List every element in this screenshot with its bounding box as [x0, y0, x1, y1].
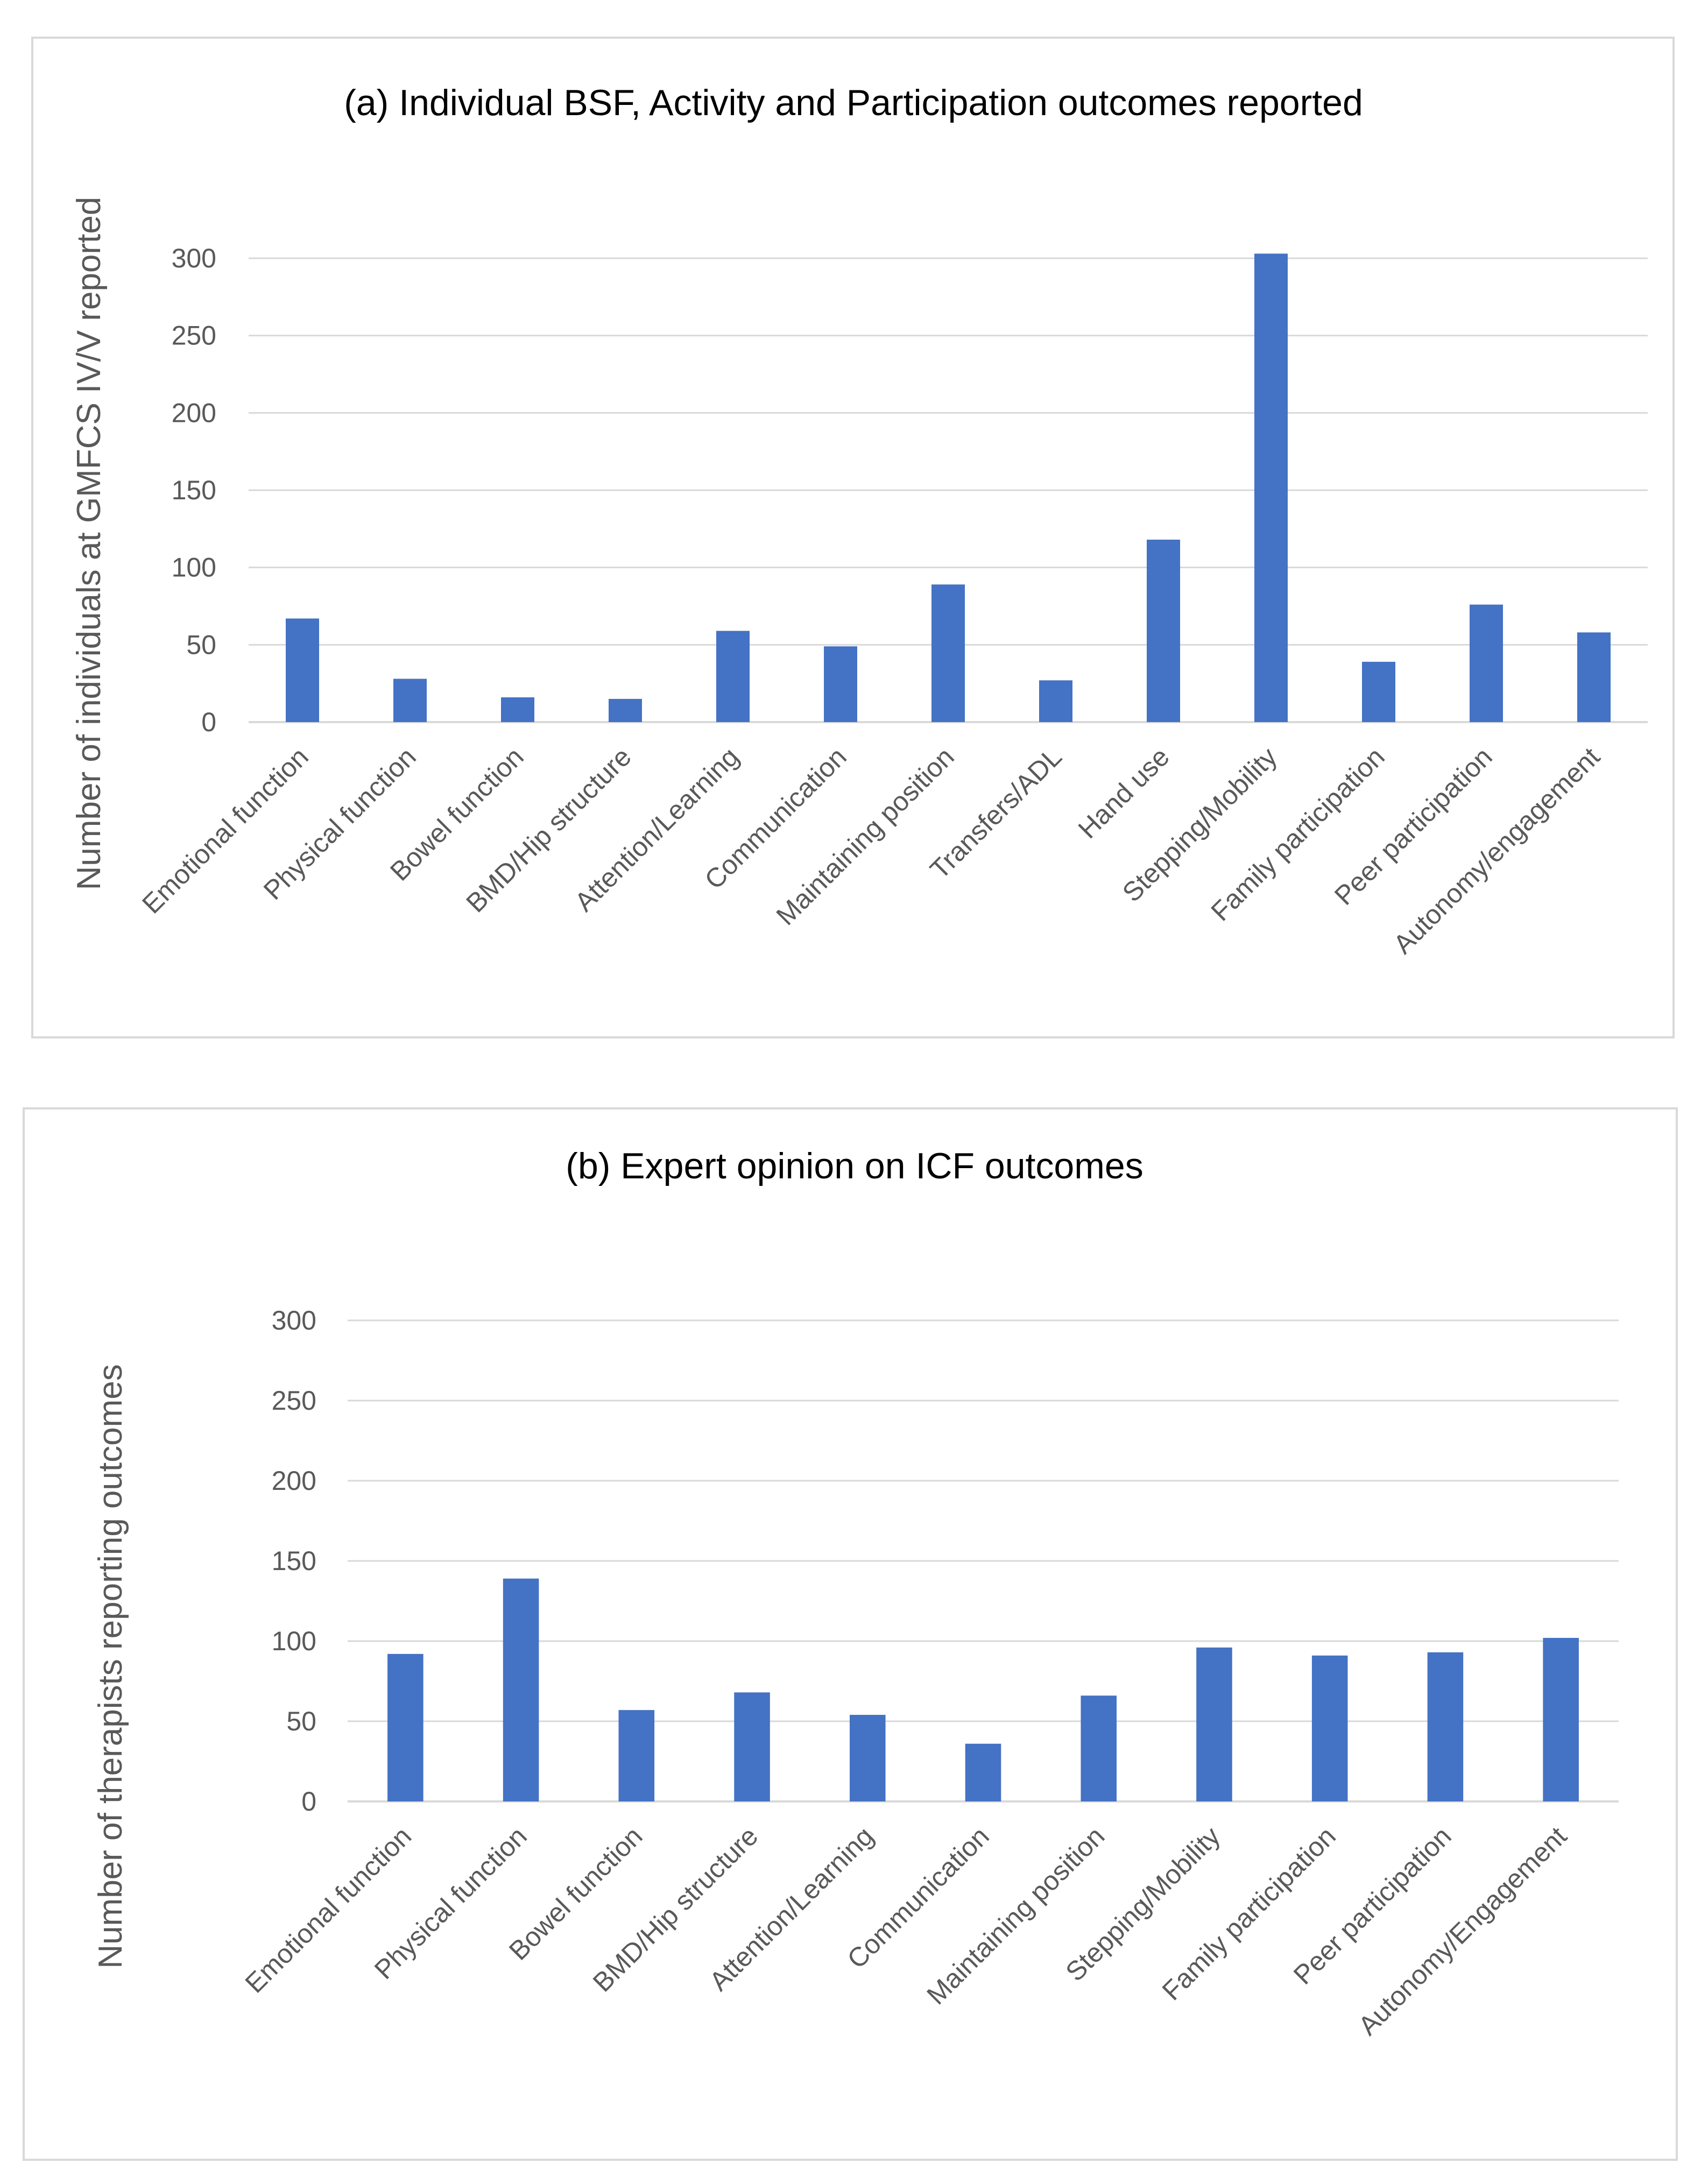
chart-b-bar: [387, 1653, 424, 1801]
chart-a-bars: [286, 253, 1611, 722]
chart-b-bar: [965, 1743, 1001, 1801]
chart-b-canvas: (b) Expert opinion on ICF outcomes Numbe…: [92, 1146, 1619, 2041]
chart-a-bar: [501, 697, 534, 722]
chart-a-y-tick-label: 300: [172, 243, 216, 273]
chart-a-bar: [1362, 661, 1395, 722]
chart-b-y-tick-label: 50: [286, 1706, 316, 1736]
chart-a-x-category-label: Maintaining position: [771, 741, 960, 931]
chart-a-bar: [1577, 632, 1611, 722]
chart-b-bar: [503, 1578, 539, 1801]
chart-a-x-category-label: Hand use: [1072, 741, 1175, 844]
chart-b-bar: [1196, 1647, 1232, 1801]
chart-a-y-tick-label: 0: [201, 707, 216, 737]
chart-panel-b: (b) Expert opinion on ICF outcomes Numbe…: [23, 1107, 1678, 2161]
chart-b-bar: [1081, 1695, 1117, 1801]
chart-b-y-axis-label: Number of therapists reporting outcomes: [92, 1364, 129, 1968]
chart-a-bar: [393, 678, 427, 722]
chart-b-y-tick-label: 200: [272, 1466, 316, 1496]
chart-a-bar: [1470, 604, 1503, 722]
chart-a-y-tick-label: 100: [172, 553, 216, 583]
chart-a-bar: [1254, 253, 1288, 722]
chart-a-y-tick-label: 250: [172, 321, 216, 351]
chart-b-bars: [387, 1578, 1579, 1801]
chart-a-bar: [1039, 680, 1072, 722]
chart-a-title: (a) Individual BSF, Activity and Partici…: [344, 82, 1363, 123]
chart-a-y-tick-label: 50: [186, 630, 216, 660]
chart-a-y-axis-label: Number of individuals at GMFCS IV/V repo…: [70, 197, 108, 890]
chart-a-x-category-label: Autonomy/engagement: [1388, 741, 1606, 959]
chart-a-bar: [286, 618, 319, 722]
chart-b-y-tick-label: 250: [272, 1386, 316, 1416]
chart-b-bar: [849, 1715, 886, 1801]
chart-a-bar: [931, 584, 965, 722]
chart-b-bar: [1427, 1652, 1464, 1801]
chart-b-x-category-label: Autonomy/Engagement: [1352, 1821, 1572, 2041]
chart-b-bar: [1543, 1638, 1579, 1801]
chart-b-y-tick-label: 0: [301, 1786, 316, 1817]
chart-b-y-tick-label: 100: [272, 1626, 316, 1656]
chart-a-bar: [716, 631, 750, 722]
chart-a-bar: [609, 698, 642, 722]
chart-a-y-tick-label: 200: [172, 398, 216, 428]
chart-a-bar: [1147, 539, 1180, 722]
chart-a-bar: [824, 646, 857, 722]
chart-b-y-ticks: 0 50 100 150 200 250 300: [272, 1305, 316, 1817]
chart-b-y-tick-label: 300: [272, 1305, 316, 1335]
chart-a-y-ticks: 0 50 100 150 200 250 300: [172, 243, 216, 737]
chart-b-y-tick-label: 150: [272, 1546, 316, 1576]
chart-a-gridlines: [249, 257, 1648, 723]
chart-a-canvas: (a) Individual BSF, Activity and Partici…: [70, 82, 1648, 959]
chart-panel-a: (a) Individual BSF, Activity and Partici…: [31, 37, 1675, 1038]
chart-b-bar: [1311, 1655, 1348, 1801]
chart-b-bar: [734, 1692, 770, 1801]
chart-b-title: (b) Expert opinion on ICF outcomes: [566, 1146, 1143, 1186]
chart-b-bar: [618, 1710, 655, 1801]
chart-a-y-tick-label: 150: [172, 475, 216, 505]
